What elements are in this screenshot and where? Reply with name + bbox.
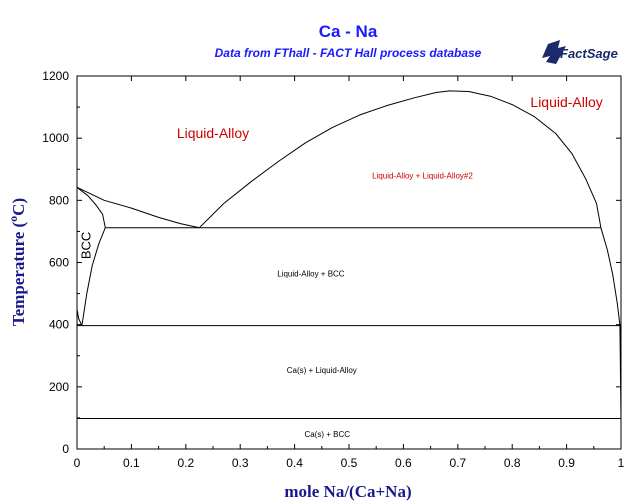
y-axis-title-degree: o [6,216,20,222]
phase-boundaries [76,90,622,419]
y-axis-title-main: Temperature ( [9,221,28,326]
y-tick-label: 600 [49,256,69,270]
region-label: Liquid-Alloy + BCC [277,269,345,278]
x-tick-label: 0.6 [395,456,412,470]
y-tick-label: 800 [49,193,69,207]
x-tick-label: 0.1 [123,456,140,470]
region-label: Liquid-Alloy + Liquid-Alloy#2 [372,172,473,181]
phase-line-bcc-lower [76,309,83,326]
x-tick-label: 0.3 [232,456,249,470]
region-label: BCC [79,232,94,259]
x-tick-label: 0.2 [177,456,194,470]
plot-frame [76,75,622,450]
logo-mark-icon [542,40,566,64]
x-tick-label: 0.7 [449,456,466,470]
x-tick-label: 1 [618,456,625,470]
region-label: Ca(s) + Liquid-Alloy [287,366,357,375]
x-tick-label: 0.5 [341,456,358,470]
x-tick-labels: 0 0.1 0.2 0.3 0.4 0.5 0.6 0.7 0.8 0.9 1 [74,456,625,470]
y-axis-title: Temperature (oC) [6,198,28,326]
axis-ticks [76,75,622,450]
y-tick-label: 200 [49,380,69,394]
phase-line-liquidus-left [76,186,200,229]
y-tick-label: 0 [62,442,69,456]
phase-line-liquidus-right [600,227,622,341]
y-tick-label: 1200 [42,69,69,83]
x-tick-label: 0.9 [558,456,575,470]
factsage-logo: FactSage [542,40,618,64]
phase-line-miscibility-gap [199,90,602,229]
region-label: Liquid-Alloy [530,94,602,110]
y-tick-label: 400 [49,318,69,332]
region-labels: Liquid-Alloy Liquid-Alloy Liquid-Alloy + L… [79,94,603,439]
region-label: Liquid-Alloy [177,125,249,141]
x-tick-label: 0.8 [504,456,521,470]
phase-line-bcc-solvus [81,227,106,326]
chart-title: Ca - Na [319,22,378,41]
region-label: Ca(s) + BCC [304,430,350,439]
y-tick-label: 1000 [42,131,69,145]
logo-text: FactSage [560,46,618,61]
phase-line-liquidus-bcc [76,186,106,228]
x-axis-title: mole Na/(Ca+Na) [284,482,411,501]
chart-subtitle: Data from FThall - FACT Hall process dat… [215,46,482,60]
x-tick-label: 0 [74,456,81,470]
x-tick-label: 0.4 [286,456,303,470]
y-axis-title-unit: C) [9,198,28,216]
y-tick-labels: 0 200 400 600 800 1000 1200 [42,69,69,456]
